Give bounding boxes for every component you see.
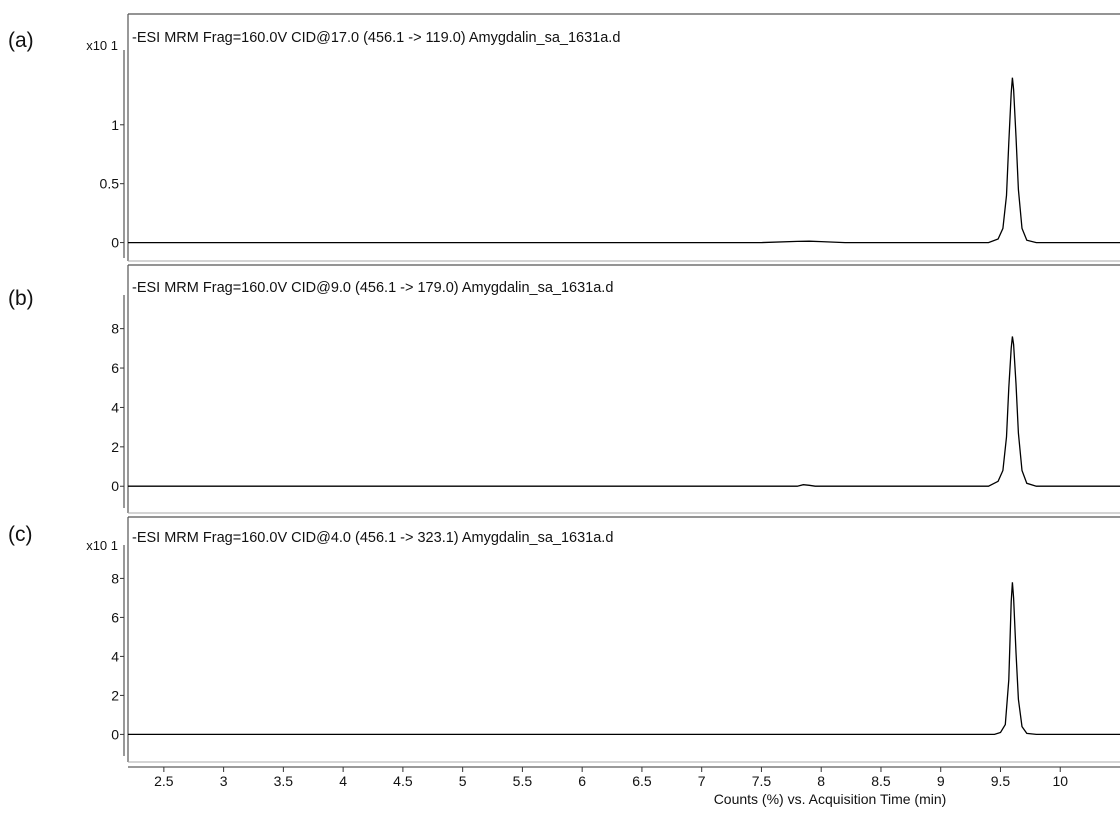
- chromatogram-trace: [128, 77, 1120, 244]
- x-tick-label: 6.5: [632, 773, 652, 789]
- x-tick-label: 4: [339, 773, 347, 789]
- y-tick-label: 8: [111, 570, 119, 586]
- chart-panel-c: (c) -ESI MRM Frag=160.0V CID@4.0 (456.1 -…: [8, 516, 1120, 763]
- x-tick-label: 6: [578, 773, 586, 789]
- chart-panel-b: (b) -ESI MRM Frag=160.0V CID@9.0 (456.1 -…: [8, 264, 1120, 514]
- x-tick-label: 4.5: [393, 773, 413, 789]
- x-tick-label: 7: [698, 773, 706, 789]
- x-tick-label: 3: [220, 773, 228, 789]
- y-tick-label: 8: [111, 321, 119, 337]
- y-tick-label: 0: [111, 235, 119, 251]
- x-tick-label: 9.5: [991, 773, 1011, 789]
- y-multiplier-label: x10 1: [86, 38, 118, 53]
- chart-panel-a: (a) -ESI MRM Frag=160.0V CID@17.0 (456.1 …: [8, 13, 1120, 262]
- x-tick-label: 2.5: [154, 773, 174, 789]
- chromatogram-trace: [128, 582, 1120, 736]
- x-tick-label: 9: [937, 773, 945, 789]
- x-tick-label: 5: [459, 773, 467, 789]
- y-tick-label: 6: [111, 360, 119, 376]
- y-tick-label: 4: [111, 399, 119, 415]
- y-tick-label: 0.5: [100, 176, 120, 192]
- panel-title: -ESI MRM Frag=160.0V CID@9.0 (456.1 -> 1…: [132, 280, 613, 296]
- x-tick-label: 8.5: [871, 773, 891, 789]
- y-tick-label: 1: [111, 117, 119, 133]
- x-tick-label: 10: [1052, 773, 1068, 789]
- chromatogram-trace: [128, 336, 1120, 487]
- panel-label: (a): [8, 29, 34, 52]
- y-multiplier-label: x10 1: [86, 538, 118, 553]
- y-tick-label: 0: [111, 478, 119, 494]
- y-tick-label: 2: [111, 439, 119, 455]
- panel-title: -ESI MRM Frag=160.0V CID@17.0 (456.1 -> …: [132, 30, 620, 46]
- x-axis: 2.5 3 3.5 4 4.5 5 5.5 6 6.5 7 7.5 8 8.5 9 9.5 10 Counts …: [128, 766, 1120, 807]
- y-tick-label: 2: [111, 687, 119, 703]
- x-axis-title: Counts (%) vs. Acquisition Time (min): [714, 791, 947, 807]
- x-tick-label: 3.5: [274, 773, 294, 789]
- x-tick-label: 5.5: [513, 773, 533, 789]
- panel-label: (c): [8, 523, 33, 546]
- x-tick-label: 7.5: [752, 773, 772, 789]
- x-tick-label: 8: [817, 773, 825, 789]
- panel-title: -ESI MRM Frag=160.0V CID@4.0 (456.1 -> 3…: [132, 530, 613, 546]
- y-tick-label: 4: [111, 648, 119, 664]
- y-tick-label: 6: [111, 609, 119, 625]
- y-tick-label: 0: [111, 726, 119, 742]
- panel-label: (b): [8, 287, 34, 310]
